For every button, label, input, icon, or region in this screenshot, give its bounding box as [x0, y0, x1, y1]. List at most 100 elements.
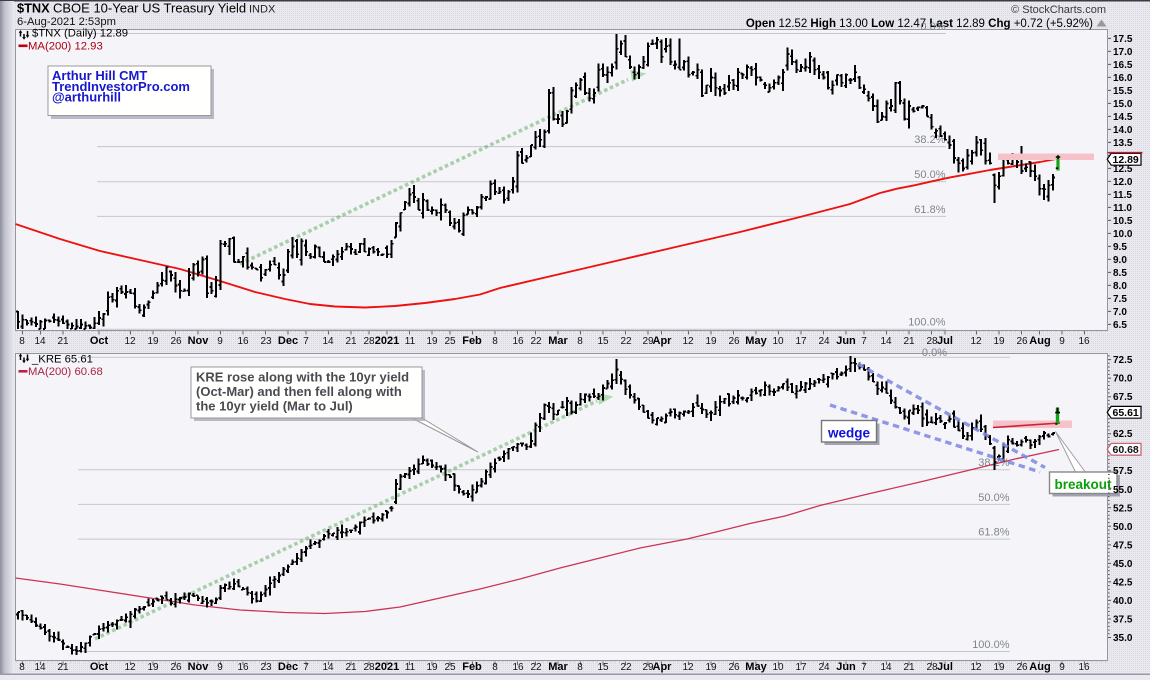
svg-text:Feb: Feb — [462, 335, 482, 347]
svg-text:14: 14 — [880, 336, 892, 347]
svg-text:INDX: INDX — [249, 4, 276, 16]
svg-text:100.0%: 100.0% — [908, 317, 946, 329]
svg-text:10.5: 10.5 — [1113, 216, 1133, 227]
svg-text:15: 15 — [597, 336, 609, 347]
svg-text:8: 8 — [577, 662, 583, 673]
svg-text:19: 19 — [705, 336, 717, 347]
svg-text:57.5: 57.5 — [1113, 466, 1133, 477]
svg-text:19: 19 — [705, 662, 717, 673]
svg-text:62.5: 62.5 — [1113, 429, 1133, 440]
svg-text:16.0: 16.0 — [1113, 73, 1133, 84]
svg-text:61.8%: 61.8% — [914, 204, 945, 216]
svg-text:8: 8 — [492, 336, 498, 347]
svg-text:45.0: 45.0 — [1113, 559, 1133, 570]
svg-text:16: 16 — [512, 336, 524, 347]
svg-text:$TNX: $TNX — [17, 1, 50, 16]
svg-text:19: 19 — [993, 336, 1005, 347]
svg-text:61.8%: 61.8% — [978, 527, 1009, 539]
svg-text:13.5: 13.5 — [1113, 138, 1133, 149]
svg-text:8: 8 — [19, 336, 25, 347]
svg-text:24: 24 — [818, 336, 830, 347]
svg-text:21: 21 — [57, 662, 69, 673]
svg-text:Jul: Jul — [937, 661, 953, 673]
svg-text:9: 9 — [1059, 662, 1065, 673]
svg-text:the 10yr yield (Mar to Jul): the 10yr yield (Mar to Jul) — [196, 399, 353, 414]
svg-text:6.5: 6.5 — [1113, 320, 1127, 331]
svg-text:10: 10 — [772, 662, 784, 673]
svg-text:2021: 2021 — [375, 335, 399, 347]
svg-text:TrendInvestorPro.com: TrendInvestorPro.com — [52, 79, 190, 94]
svg-text:15.5: 15.5 — [1113, 86, 1133, 97]
svg-text:26: 26 — [1016, 336, 1028, 347]
svg-text:Feb: Feb — [462, 661, 482, 673]
svg-text:60.68: 60.68 — [1113, 444, 1139, 456]
svg-text:Nov: Nov — [188, 661, 210, 673]
svg-text:26: 26 — [170, 662, 182, 673]
svg-text:21: 21 — [345, 336, 357, 347]
svg-text:26: 26 — [728, 336, 740, 347]
svg-text:38.2%: 38.2% — [914, 134, 945, 146]
svg-text:_KRE 65.61: _KRE 65.61 — [31, 354, 93, 366]
svg-text:Jul: Jul — [937, 335, 953, 347]
svg-text:10: 10 — [772, 336, 784, 347]
svg-text:19: 19 — [426, 662, 438, 673]
svg-text:Apr: Apr — [653, 661, 673, 673]
svg-text:Oct: Oct — [90, 335, 109, 347]
svg-text:16: 16 — [1078, 336, 1090, 347]
svg-text:8: 8 — [19, 662, 25, 673]
svg-text:22: 22 — [620, 336, 632, 347]
svg-text:9: 9 — [1059, 336, 1065, 347]
svg-text:22: 22 — [620, 662, 632, 673]
svg-text:17.0: 17.0 — [1113, 47, 1133, 58]
svg-text:26: 26 — [170, 336, 182, 347]
svg-text:100.0%: 100.0% — [972, 639, 1010, 651]
svg-text:16: 16 — [512, 662, 524, 673]
svg-text:19: 19 — [993, 662, 1005, 673]
svg-text:50.0%: 50.0% — [914, 169, 945, 181]
svg-text:25: 25 — [444, 662, 456, 673]
svg-text:47.5: 47.5 — [1113, 540, 1133, 551]
svg-text:14: 14 — [322, 336, 334, 347]
svg-text:9.5: 9.5 — [1113, 242, 1127, 253]
svg-text:Open 12.52 High 13.00 Low 12.4: Open 12.52 High 13.00 Low 12.47 Last 12.… — [746, 18, 1093, 30]
svg-text:37.5: 37.5 — [1113, 615, 1133, 626]
svg-text:Nov: Nov — [188, 335, 210, 347]
svg-text:May: May — [745, 335, 767, 347]
svg-text:14: 14 — [34, 336, 46, 347]
svg-text:CBOE 10-Year US Treasury Yield: CBOE 10-Year US Treasury Yield — [53, 1, 246, 16]
svg-text:12: 12 — [970, 336, 982, 347]
svg-text:Arthur Hill CMT: Arthur Hill CMT — [52, 68, 147, 83]
svg-text:25: 25 — [444, 336, 456, 347]
svg-text:19: 19 — [147, 336, 159, 347]
svg-text:24: 24 — [818, 662, 830, 673]
svg-text:Mar: Mar — [548, 335, 568, 347]
svg-text:14.0: 14.0 — [1113, 125, 1133, 136]
svg-text:21: 21 — [345, 662, 357, 673]
svg-text:11: 11 — [405, 336, 416, 347]
svg-text:11.0: 11.0 — [1113, 203, 1132, 214]
svg-text:14: 14 — [34, 662, 46, 673]
svg-text:9: 9 — [217, 336, 223, 347]
svg-text:17: 17 — [795, 336, 807, 347]
svg-text:16: 16 — [237, 662, 249, 673]
svg-text:Dec: Dec — [278, 661, 298, 673]
svg-text:May: May — [745, 661, 767, 673]
svg-text:7: 7 — [861, 662, 867, 673]
svg-text:Dec: Dec — [278, 335, 298, 347]
svg-text:22: 22 — [530, 662, 542, 673]
svg-text:23: 23 — [260, 662, 272, 673]
svg-text:0.0%: 0.0% — [922, 347, 947, 359]
svg-text:29: 29 — [642, 662, 654, 673]
svg-text:11: 11 — [405, 662, 416, 673]
svg-text:2021: 2021 — [375, 661, 399, 673]
svg-text:breakout: breakout — [1054, 477, 1112, 492]
svg-text:MA(200) 12.93: MA(200) 12.93 — [28, 40, 103, 52]
svg-text:22: 22 — [530, 336, 542, 347]
svg-text:16.5: 16.5 — [1113, 60, 1133, 71]
svg-text:28: 28 — [926, 662, 938, 673]
svg-text:17.5: 17.5 — [1113, 34, 1133, 45]
svg-text:Jun: Jun — [836, 661, 856, 673]
svg-text:28: 28 — [363, 662, 375, 673]
svg-text:35.0: 35.0 — [1113, 633, 1133, 644]
svg-text:55.0: 55.0 — [1113, 485, 1133, 496]
